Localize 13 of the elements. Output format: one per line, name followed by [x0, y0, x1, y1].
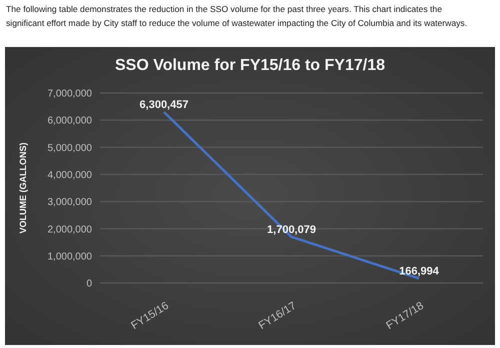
y-tick-label: 2,000,000 [48, 224, 92, 236]
data-label: 166,994 [399, 265, 440, 278]
text: The following table demonstrates the reduction in the SSO volume for the past three years. This chart indicates the significant effort made by City staff to reduce the volume of wastewater impacting the City of Columbia and its waterways. [6, 3, 468, 30]
data-label: 6,300,457 [140, 98, 188, 111]
y-tick-label: 0 [86, 278, 92, 290]
y-tick-label: 4,000,000 [48, 170, 92, 181]
y-tick-label: 6,000,000 [48, 116, 92, 127]
y-tick-label: 7,000,000 [48, 88, 92, 100]
chart-title: SSO Volume for FY15/16 to FY17/18 [114, 57, 386, 75]
y-tick-label: 1,000,000 [48, 251, 92, 262]
y-tick-label: 5,000,000 [48, 142, 92, 154]
y-axis-title: VOLUME (GALLONS) [18, 142, 28, 234]
y-tick-label: 3,000,000 [48, 197, 92, 208]
